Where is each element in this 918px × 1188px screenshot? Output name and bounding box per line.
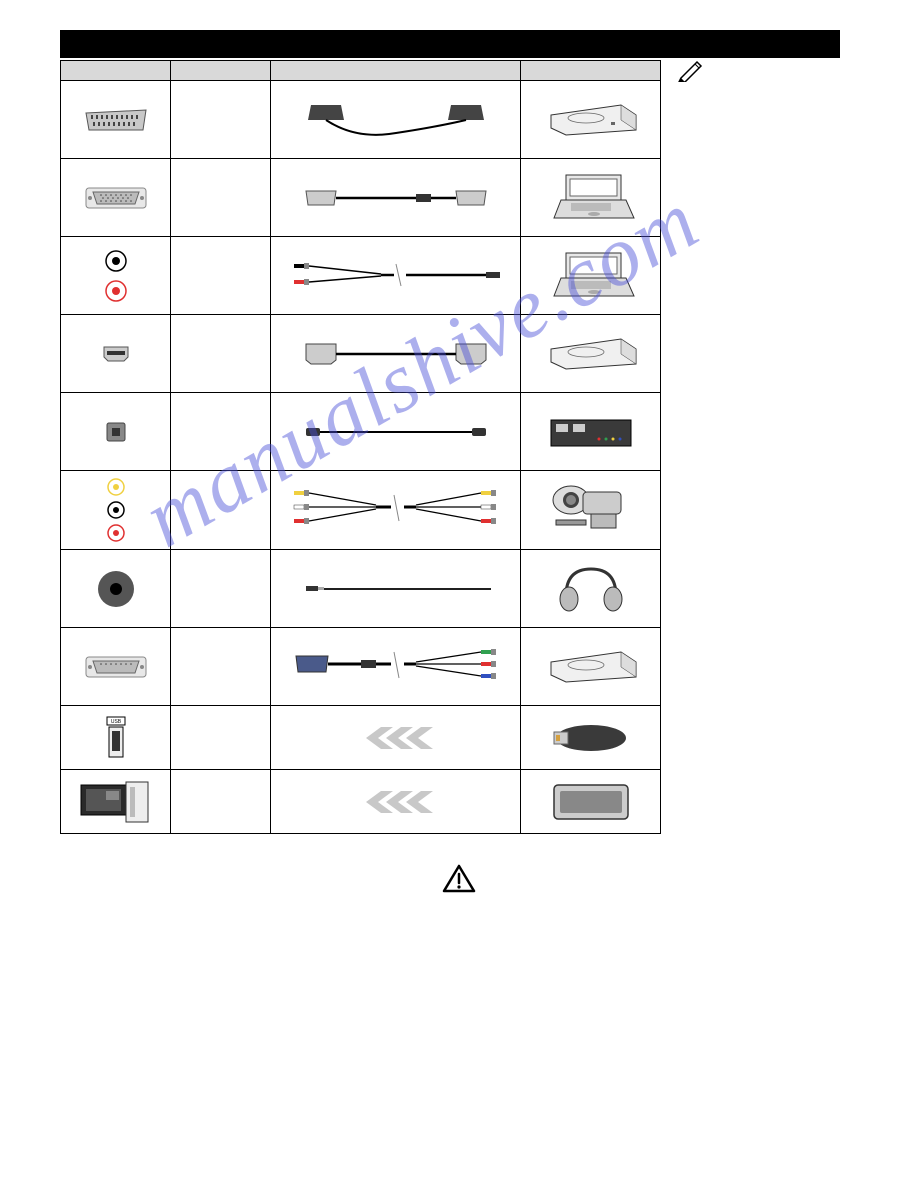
camcorder-icon — [541, 480, 641, 540]
table-row — [61, 770, 661, 834]
connector-cell — [61, 315, 171, 393]
cable-cell — [271, 550, 521, 628]
aux-cable-icon — [296, 579, 496, 599]
cable-cell — [271, 81, 521, 159]
connectivity-table: USB — [60, 60, 661, 834]
table-row — [61, 628, 661, 706]
av-rca-cable-icon — [286, 485, 506, 535]
audio-rca-cable-icon — [286, 256, 506, 296]
type-cell — [171, 628, 271, 706]
device-cell — [521, 770, 661, 834]
amplifier-icon — [541, 412, 641, 452]
vga-cable-icon — [296, 183, 496, 213]
laptop-icon — [546, 248, 636, 303]
usb-stick-icon — [546, 718, 636, 758]
header-device — [521, 61, 661, 81]
scart-port-icon — [81, 105, 151, 135]
type-cell — [171, 315, 271, 393]
dvd-player-icon — [541, 100, 641, 140]
audio-jacks-icon — [96, 246, 136, 306]
type-cell — [171, 81, 271, 159]
ci-slot-icon — [76, 777, 156, 827]
connector-cell — [61, 471, 171, 550]
component-cable-icon — [286, 644, 506, 689]
table-row — [61, 393, 661, 471]
cable-cell — [271, 159, 521, 237]
laptop-icon — [546, 170, 636, 225]
cable-cell — [271, 770, 521, 834]
table-header-row — [61, 61, 661, 81]
dvd-player-icon — [541, 334, 641, 374]
connector-cell — [61, 628, 171, 706]
connector-cell — [61, 81, 171, 159]
title-bar — [60, 30, 840, 58]
device-cell — [521, 393, 661, 471]
scart-cable-icon — [296, 95, 496, 145]
cable-cell — [271, 393, 521, 471]
usb-port-icon: USB — [101, 713, 131, 763]
note-icon — [677, 58, 705, 82]
cable-cell — [271, 471, 521, 550]
hdmi-port-icon — [96, 339, 136, 369]
table-row — [61, 315, 661, 393]
device-cell — [521, 706, 661, 770]
cable-cell — [271, 628, 521, 706]
connector-cell — [61, 237, 171, 315]
optical-port-icon — [101, 417, 131, 447]
connector-cell — [61, 393, 171, 471]
cable-cell — [271, 315, 521, 393]
header-cables — [271, 61, 521, 81]
headphone-jack-icon — [91, 564, 141, 614]
chevrons-icon — [351, 787, 441, 817]
type-cell — [171, 770, 271, 834]
table-row: USB — [61, 706, 661, 770]
svg-text:USB: USB — [110, 719, 121, 725]
connector-cell — [61, 550, 171, 628]
connector-cell: USB — [61, 706, 171, 770]
optical-cable-icon — [296, 422, 496, 442]
headphones-icon — [551, 561, 631, 616]
device-cell — [521, 81, 661, 159]
device-cell — [521, 237, 661, 315]
av-jacks-icon — [101, 475, 131, 545]
table-row — [61, 159, 661, 237]
type-cell — [171, 159, 271, 237]
type-cell — [171, 237, 271, 315]
header-type — [171, 61, 271, 81]
hdmi-cable-icon — [296, 336, 496, 371]
warning-icon — [60, 864, 858, 894]
vga-port-icon — [81, 183, 151, 213]
connector-cell — [61, 770, 171, 834]
table-row — [61, 471, 661, 550]
ci-card-icon — [546, 779, 636, 824]
device-cell — [521, 315, 661, 393]
chevrons-icon — [351, 723, 441, 753]
table-row — [61, 237, 661, 315]
type-cell — [171, 471, 271, 550]
header-connector — [61, 61, 171, 81]
type-cell — [171, 706, 271, 770]
type-cell — [171, 550, 271, 628]
connector-cell — [61, 159, 171, 237]
device-cell — [521, 471, 661, 550]
cable-cell — [271, 237, 521, 315]
device-cell — [521, 159, 661, 237]
table-row — [61, 550, 661, 628]
dvd-player-icon — [541, 647, 641, 687]
device-cell — [521, 550, 661, 628]
device-cell — [521, 628, 661, 706]
type-cell — [171, 393, 271, 471]
vga-port-icon — [81, 652, 151, 682]
table-row — [61, 81, 661, 159]
cable-cell — [271, 706, 521, 770]
